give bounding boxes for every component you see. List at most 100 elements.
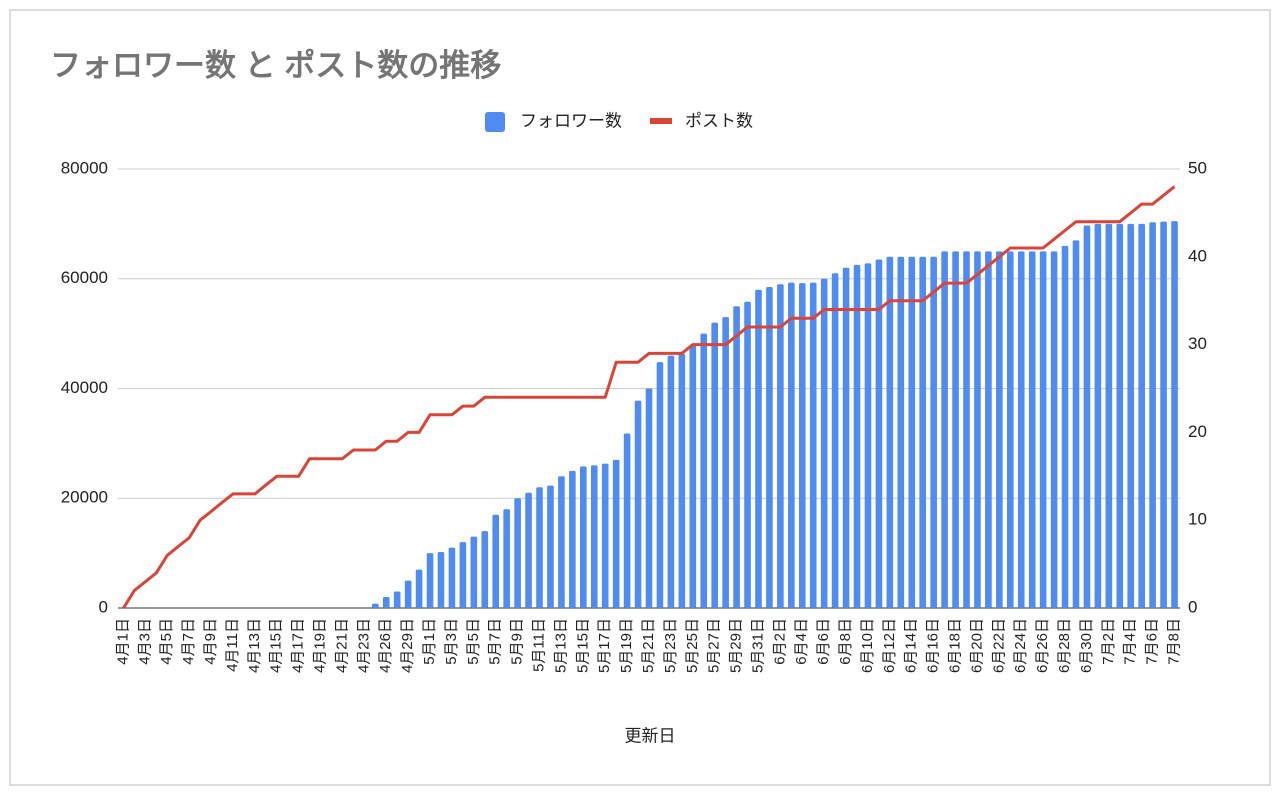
x-tick-label: 4月15日 (268, 618, 285, 673)
line (122, 185, 1176, 609)
bar (853, 265, 861, 608)
x-tick-label: 5月13日 (552, 618, 569, 673)
chart-frame (9, 9, 1271, 786)
legend-label: フォロワー数 (520, 111, 622, 130)
bar (590, 465, 598, 608)
bar (766, 286, 773, 608)
y-tick-label: 60000 (61, 268, 108, 287)
bar (1105, 223, 1113, 608)
bar (875, 259, 883, 608)
bar (393, 591, 401, 608)
bar (1083, 225, 1091, 609)
bar (700, 333, 708, 608)
x-tick-label: 6月2日 (771, 618, 788, 665)
x-tick-label: 5月7日 (487, 618, 504, 665)
bar (1072, 240, 1080, 608)
x-tick-label: 5月27日 (706, 618, 723, 673)
bar (656, 362, 664, 608)
x-tick-label: 6月24日 (1012, 618, 1029, 673)
bar (415, 569, 423, 608)
bar (809, 282, 817, 608)
x-tick-label: 7月4日 (1122, 618, 1139, 665)
x-tick-label: 5月31日 (749, 618, 766, 673)
bar (1116, 223, 1124, 608)
x-tick-label: 5月17日 (596, 618, 613, 673)
bar (634, 400, 642, 608)
x-tick-label: 5月21日 (640, 618, 657, 673)
y2-tick-label: 50 (1188, 158, 1207, 177)
bar (1028, 251, 1036, 608)
x-tick-label: 5月19日 (618, 618, 635, 673)
x-tick-label: 7月8日 (1165, 618, 1182, 665)
bar (886, 256, 894, 608)
x-tick-label: 5月25日 (684, 618, 701, 673)
bar (481, 531, 489, 608)
bar (733, 306, 740, 608)
x-tick-label: 4月9日 (202, 618, 219, 665)
bar (612, 459, 620, 608)
x-tick-label: 5月23日 (662, 618, 679, 673)
x-tick-label: 6月10日 (859, 618, 876, 673)
x-tick-label: 4月3日 (136, 618, 153, 665)
bar (689, 344, 697, 608)
x-tick-label: 5月3日 (443, 618, 460, 665)
chart-title: フォロワー数 と ポスト数の推移 (50, 48, 501, 83)
x-tick-label: 4月5日 (158, 618, 175, 665)
x-tick-label: 4月21日 (333, 618, 350, 673)
bar (569, 470, 576, 608)
x-tick-label: 5月29日 (728, 618, 745, 673)
y2-tick-label: 0 (1188, 597, 1197, 616)
bar (514, 498, 521, 608)
x-tick-label: 5月15日 (574, 618, 591, 673)
bar (755, 289, 762, 608)
y-tick-label: 0 (99, 597, 108, 616)
x-tick-label: 6月28日 (1056, 618, 1073, 673)
y-tick-label: 40000 (61, 378, 108, 397)
bar (1039, 251, 1047, 608)
bar (459, 542, 467, 608)
bar (930, 256, 937, 608)
bar (404, 580, 412, 608)
x-tick-label: 4月29日 (399, 618, 416, 673)
y-tick-label: 80000 (61, 158, 108, 177)
bar (941, 251, 948, 608)
bar (382, 597, 390, 608)
bar (1171, 221, 1178, 608)
bar (919, 256, 927, 608)
bar (897, 256, 905, 608)
bar (1061, 245, 1069, 608)
bar (1017, 251, 1025, 608)
bar (1127, 223, 1135, 608)
bar (536, 487, 543, 608)
bar (437, 552, 445, 608)
x-tick-label: 4月23日 (355, 618, 372, 673)
bar (426, 553, 434, 608)
bar (1138, 223, 1145, 608)
bar (1050, 251, 1058, 608)
bar (580, 466, 587, 608)
x-tick-label: 6月14日 (903, 618, 920, 673)
bar (645, 388, 653, 608)
x-tick-label: 4月1日 (114, 618, 131, 665)
bar (558, 476, 565, 608)
bar (601, 463, 609, 608)
bar (1160, 221, 1167, 608)
x-tick-label: 5月9日 (509, 618, 526, 665)
bar (448, 547, 456, 608)
x-tick-label: 6月18日 (947, 618, 964, 673)
y2-tick-label: 20 (1188, 422, 1207, 441)
bar (831, 273, 839, 608)
bar (711, 322, 718, 608)
bar (503, 509, 510, 608)
x-tick-label: 6月4日 (793, 618, 810, 665)
bar (525, 492, 532, 608)
x-tick-label: 6月6日 (815, 618, 832, 665)
bar (820, 278, 828, 608)
bar (777, 284, 784, 608)
bar (1094, 223, 1102, 608)
bar (974, 251, 981, 608)
x-tick-label: 6月26日 (1034, 618, 1051, 673)
bar (492, 514, 500, 608)
bar (678, 353, 686, 608)
